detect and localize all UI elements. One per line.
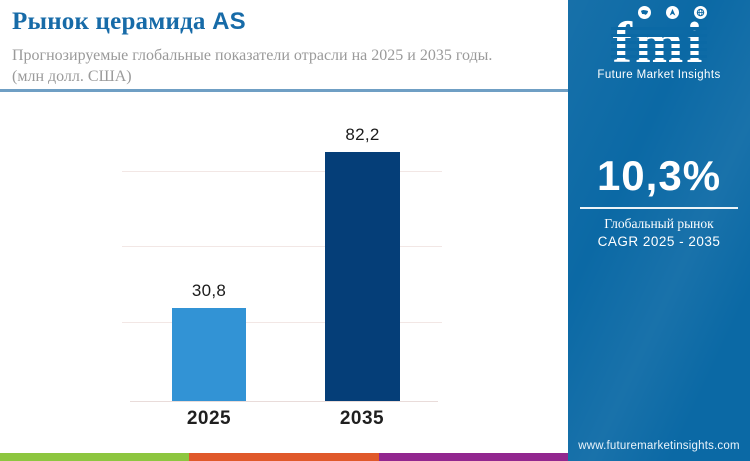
bar-2025 [172, 308, 246, 401]
fmi-wordmark: fmi [610, 14, 708, 72]
gridline [122, 171, 442, 172]
bottom-color-stripe [0, 453, 568, 461]
wordmark-stripe [610, 55, 708, 58]
subtitle-line-2: (млн долл. США) [12, 68, 132, 85]
x-axis-label-2025: 2025 [186, 408, 232, 429]
stripe-segment-purple [378, 453, 568, 461]
bar-2035 [325, 152, 400, 401]
subtitle-line-1: Прогнозируемые глобальные показатели отр… [12, 47, 493, 64]
wordmark-stripe [610, 48, 708, 51]
page-subtitle: Прогнозируемые глобальные показатели отр… [12, 45, 492, 87]
bar-group-2035: 82,2 [325, 125, 400, 401]
cagr-label: Глобальный рынок CAGR 2025 - 2035 [568, 215, 750, 251]
compass-icon [665, 6, 679, 19]
gridline [122, 246, 442, 247]
cagr-divider [580, 207, 738, 209]
bar-chart: 30,8 82,2 [122, 110, 442, 402]
website-url: www.futuremarketinsights.com [578, 440, 740, 452]
wordmark-stripe [610, 41, 708, 44]
gridline [122, 322, 442, 323]
logo-tagline: Future Market Insights [597, 69, 721, 81]
x-axis-label-2035: 2035 [339, 408, 385, 429]
header-divider [0, 89, 568, 92]
logo-icon-row [594, 6, 750, 20]
fmi-logo: fmi Future Market Insights [568, 6, 750, 81]
stripe-segment-green [0, 453, 190, 461]
bar-value-label-2025: 30,8 [191, 281, 227, 300]
usa-map-icon [637, 6, 651, 19]
wordmark-stripe [610, 27, 708, 30]
page-title-main: Рынок церамида [12, 8, 206, 35]
cagr-label-line-2: CAGR 2025 - 2035 [597, 234, 721, 249]
page-title: Рынок церамида AS [12, 8, 246, 36]
cagr-label-line-1: Глобальный рынок [604, 216, 714, 231]
wordmark-stripe [610, 34, 708, 37]
bar-value-label-2035: 82,2 [345, 125, 380, 144]
bar-group-2025: 30,8 [172, 281, 246, 401]
cagr-value: 10,3% [596, 152, 722, 199]
globe-icon [693, 6, 707, 19]
stripe-segment-orange [189, 453, 379, 461]
page-title-suffix: AS [212, 8, 246, 35]
sidebar-panel: fmi Future Market Insights 10,3% Глобаль… [568, 0, 750, 461]
